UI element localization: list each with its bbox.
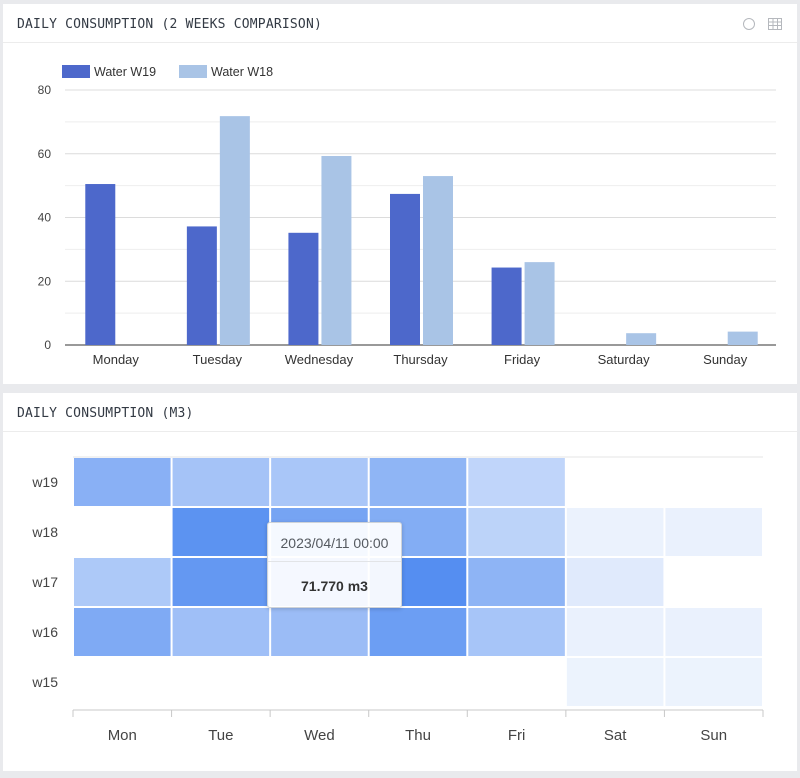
bar-w19 (85, 184, 116, 345)
tooltip-value: 71.770 m3 (301, 578, 368, 594)
bar-w18 (219, 116, 250, 345)
heatmap-cell (468, 458, 565, 506)
heatmap-cell (468, 558, 565, 606)
bar-w19 (186, 226, 217, 345)
x-category-label: Tue (208, 727, 233, 744)
bar-w18 (524, 262, 555, 345)
x-category-label: Sun (700, 727, 727, 744)
bar-w18 (626, 333, 657, 345)
heatmap-cell (665, 508, 762, 556)
table-icon[interactable] (768, 18, 782, 30)
y-category-label: w18 (31, 524, 58, 540)
y-tick-label: 20 (38, 274, 52, 288)
heatmap-cell (172, 558, 270, 606)
heatmap-cell (566, 658, 664, 706)
x-tick-label: Thursday (393, 352, 448, 367)
heatmap-cell (74, 558, 171, 606)
heatmap-panel: DAILY CONSUMPTION (M3) w19 w18 w17 w16 w15 Mo… (3, 393, 797, 771)
y-tick-label: 80 (38, 83, 52, 97)
x-category-label: Sat (604, 727, 627, 744)
heatmap-cell (74, 458, 171, 506)
y-category-label: w17 (31, 574, 58, 590)
heatmap-cell (74, 608, 171, 656)
x-category-label: Wed (304, 727, 335, 744)
heatmap-cell (172, 458, 270, 506)
heatmap-cell (566, 558, 664, 606)
bar-chart-panel: DAILY CONSUMPTION (2 WEEKS COMPARISON) 0… (3, 4, 797, 384)
heatmap-cell (172, 508, 270, 556)
bar-w18 (423, 176, 453, 345)
x-tick-label: Sunday (703, 352, 748, 367)
x-category-label: Thu (405, 727, 431, 744)
legend-swatch (179, 65, 207, 78)
panel-title: DAILY CONSUMPTION (M3) (17, 406, 194, 421)
x-tick-label: Tuesday (193, 352, 243, 367)
heatmap-tooltip: 2023/04/11 00:00 71.770 m3 (267, 522, 402, 608)
tooltip-time: 2023/04/11 00:00 (280, 535, 389, 551)
x-category-label: Fri (508, 727, 526, 744)
panel-header: DAILY CONSUMPTION (2 WEEKS COMPARISON) (3, 4, 797, 43)
heatmap-cell (665, 658, 762, 706)
heatmap-cell (271, 608, 368, 656)
bar-w19 (288, 232, 319, 345)
bar-w18 (727, 331, 758, 345)
heatmap-cell (665, 608, 762, 656)
bar-w19 (390, 193, 420, 345)
heatmap-cell (566, 608, 664, 656)
y-category-label: w19 (31, 474, 58, 490)
heatmap-cell (468, 608, 565, 656)
y-tick-label: 60 (38, 147, 52, 161)
x-tick-label: Monday (93, 352, 140, 367)
heatmap-cell (369, 458, 467, 506)
legend-label: Water W18 (211, 65, 273, 79)
tooltip-divider (268, 561, 401, 562)
bar-chart: 0 20 40 60 80 Monday Tuesday Wednesday Thursday F… (38, 65, 776, 367)
circle-icon[interactable] (743, 18, 755, 30)
heatmap-cell (369, 608, 467, 656)
heatmap-chart: w19 w18 w17 w16 w15 Mon Tue Wed Thu Fri Sat Sun (31, 456, 764, 744)
bar-w19 (491, 267, 522, 345)
y-category-label: w16 (31, 624, 58, 640)
panel-header: DAILY CONSUMPTION (M3) (3, 393, 797, 432)
bar-w18 (321, 155, 352, 345)
y-category-label: w15 (31, 674, 58, 690)
heatmap-cell (172, 608, 270, 656)
y-tick-label: 0 (44, 338, 51, 352)
legend-label: Water W19 (94, 65, 156, 79)
heatmap-cell (468, 508, 565, 556)
x-tick-label: Friday (504, 352, 541, 367)
panel-title: DAILY CONSUMPTION (2 WEEKS COMPARISON) (17, 17, 323, 32)
x-tick-label: Saturday (598, 352, 651, 367)
y-tick-label: 40 (38, 211, 52, 225)
legend-swatch (62, 65, 90, 78)
x-tick-label: Wednesday (285, 352, 354, 367)
heatmap-cell (566, 508, 664, 556)
heatmap-cell (271, 458, 368, 506)
x-category-label: Mon (108, 727, 137, 744)
